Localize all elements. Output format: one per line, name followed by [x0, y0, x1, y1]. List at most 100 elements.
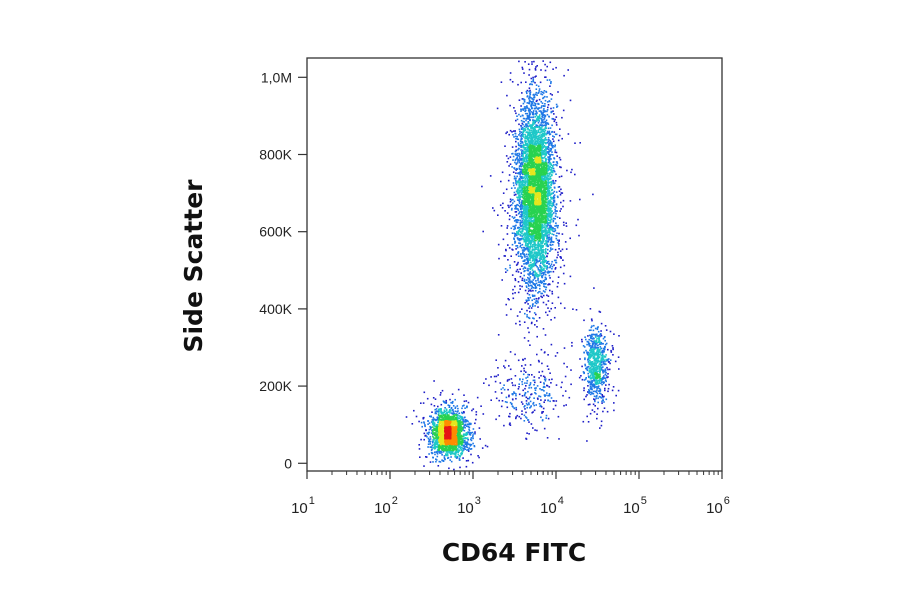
scatter-point: [518, 156, 521, 158]
scatter-point: [524, 129, 527, 131]
scatter-point: [526, 165, 528, 168]
scatter-point: [523, 208, 526, 210]
scatter-point: [467, 443, 469, 445]
scatter-point: [578, 234, 580, 237]
scatter-point: [550, 225, 552, 227]
scatter-point: [468, 423, 471, 426]
scatter-point: [529, 253, 531, 255]
scatter-point: [543, 229, 545, 232]
scatter-point: [538, 120, 541, 122]
scatter-point: [535, 106, 538, 108]
scatter-point: [532, 379, 535, 382]
scatter-point: [561, 192, 564, 194]
scatter-point: [533, 143, 536, 146]
scatter-point: [533, 243, 536, 246]
scatter-point: [548, 100, 551, 102]
scatter-point: [590, 335, 592, 338]
scatter-point: [549, 232, 552, 235]
scatter-point: [530, 218, 533, 220]
scatter-point: [602, 382, 605, 385]
scatter-point: [446, 451, 449, 453]
scatter-point: [521, 203, 523, 205]
scatter-point: [522, 378, 524, 381]
scatter-point: [439, 394, 442, 396]
scatter-point: [544, 291, 546, 293]
scatter-point: [530, 105, 532, 108]
scatter-point: [542, 104, 545, 107]
scatter-point: [543, 124, 545, 127]
scatter-point: [536, 112, 538, 114]
scatter-point: [550, 263, 553, 265]
scatter-point: [589, 364, 592, 366]
scatter-point: [554, 404, 557, 407]
scatter-point: [538, 283, 541, 286]
scatter-point: [556, 239, 559, 241]
scatter-point: [521, 256, 524, 258]
scatter-point: [523, 101, 526, 103]
scatter-point: [549, 163, 551, 165]
scatter-point: [530, 386, 533, 389]
scatter-point: [538, 110, 541, 112]
scatter-point: [450, 456, 452, 458]
scatter-point: [533, 295, 536, 297]
scatter-point: [523, 250, 525, 252]
scatter-point: [465, 400, 468, 402]
scatter-point: [445, 409, 448, 412]
scatter-point: [546, 209, 548, 211]
scatter-point: [519, 158, 522, 161]
scatter-point: [527, 232, 530, 235]
scatter-point: [510, 204, 513, 206]
scatter-point: [535, 107, 537, 110]
scatter-point: [507, 259, 509, 261]
scatter-point: [432, 422, 434, 424]
scatter-point: [522, 168, 524, 171]
scatter-point: [571, 345, 573, 347]
scatter-point: [537, 130, 540, 132]
scatter-point: [524, 270, 526, 272]
scatter-point: [526, 162, 529, 164]
scatter-point: [590, 391, 593, 394]
scatter-point: [554, 225, 556, 227]
scatter-point: [548, 157, 550, 159]
scatter-point: [529, 224, 531, 227]
scatter-point: [469, 445, 472, 447]
scatter-point: [533, 262, 536, 264]
scatter-point: [521, 127, 524, 129]
scatter-point: [597, 354, 599, 357]
scatter-point: [562, 109, 565, 112]
scatter-point: [531, 411, 533, 414]
scatter-point: [512, 202, 514, 204]
scatter-point: [552, 241, 555, 243]
scatter-point: [511, 207, 513, 210]
scatter-point: [527, 248, 529, 250]
scatter-point: [536, 265, 538, 268]
scatter-point: [523, 226, 525, 228]
scatter-point: [529, 364, 532, 366]
scatter-point: [533, 317, 535, 320]
scatter-point: [546, 174, 549, 177]
scatter-point: [515, 137, 518, 140]
scatter-point: [455, 452, 458, 454]
scatter-point: [543, 177, 545, 180]
scatter-point: [551, 118, 554, 120]
scatter-point: [584, 364, 587, 367]
scatter-point: [518, 200, 521, 203]
scatter-point: [516, 203, 518, 206]
scatter-point: [525, 123, 528, 126]
scatter-point: [472, 442, 474, 445]
scatter-point: [541, 281, 544, 283]
scatter-point: [599, 380, 602, 382]
scatter-point: [528, 252, 530, 254]
scatter-point: [531, 374, 533, 376]
scatter-point: [550, 174, 553, 176]
scatter-point: [445, 453, 447, 455]
scatter-point: [524, 209, 526, 212]
scatter-point: [592, 329, 595, 332]
scatter-point: [493, 209, 496, 212]
scatter-point: [580, 375, 582, 377]
scatter-point: [514, 242, 516, 244]
scatter-point: [470, 439, 473, 442]
scatter-point: [548, 203, 551, 205]
scatter-point: [521, 232, 523, 234]
scatter-point: [506, 379, 509, 381]
